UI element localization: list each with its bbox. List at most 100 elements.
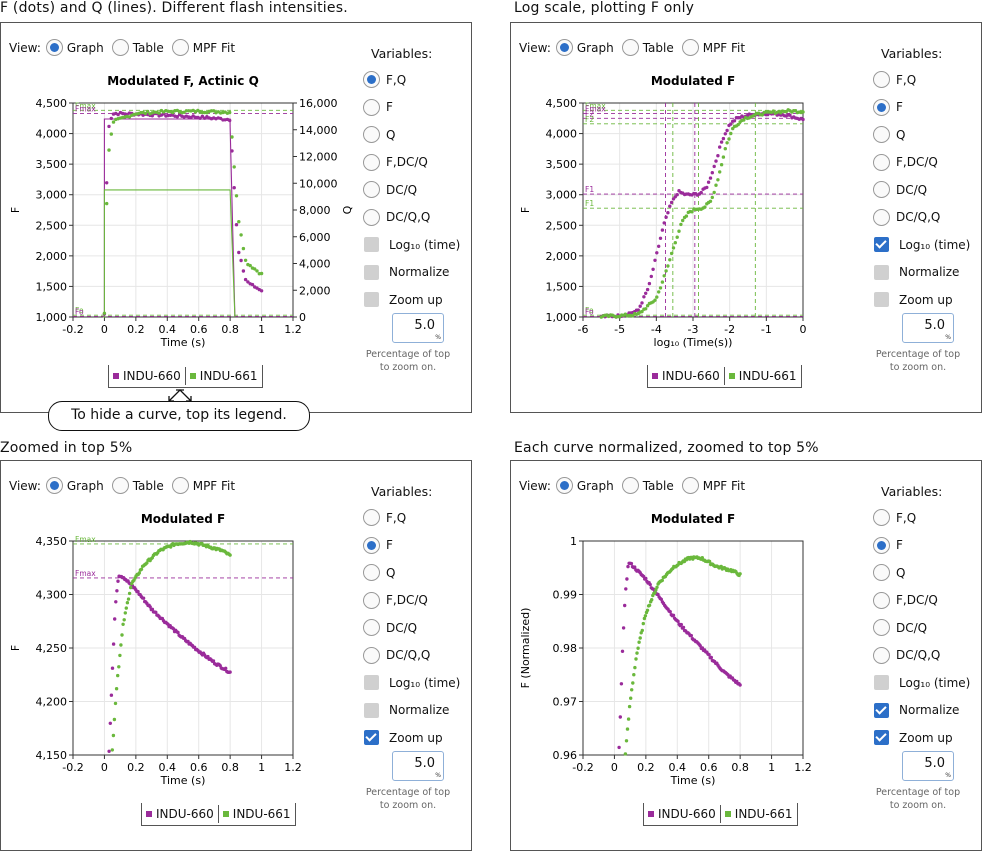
radio-icon[interactable] — [621, 477, 639, 494]
radio-icon[interactable] — [363, 564, 380, 582]
zoom-checkbox-row[interactable]: Zoom up — [873, 724, 970, 752]
legend-item-indu-660[interactable]: INDU-660 — [648, 369, 724, 383]
radio-icon[interactable] — [681, 39, 699, 56]
radio-icon[interactable] — [873, 208, 890, 226]
radio-icon[interactable] — [681, 477, 699, 494]
variable-option-q[interactable]: Q — [363, 121, 460, 149]
normalize-checkbox-row[interactable]: Normalize — [873, 259, 970, 287]
variable-option-q[interactable]: Q — [873, 559, 970, 587]
variable-option-f-q[interactable]: F,Q — [363, 504, 460, 532]
radio-icon[interactable] — [111, 477, 129, 494]
radio-icon[interactable] — [363, 181, 380, 199]
normalize-checkbox[interactable] — [874, 702, 889, 718]
zoom-checkbox-row[interactable]: Zoom up — [363, 724, 460, 752]
view-option-table[interactable]: Table — [111, 39, 164, 56]
radio-icon[interactable] — [363, 536, 380, 554]
view-option-graph[interactable]: Graph — [45, 477, 104, 494]
legend-item-indu-660[interactable]: INDU-660 — [109, 369, 185, 383]
variable-option-q[interactable]: Q — [363, 559, 460, 587]
view-option-table[interactable]: Table — [111, 477, 164, 494]
view-option-graph[interactable]: Graph — [555, 477, 614, 494]
radio-icon[interactable] — [363, 98, 380, 116]
log-checkbox[interactable] — [874, 675, 889, 691]
zoom-checkbox-row[interactable]: Zoom up — [873, 286, 970, 314]
radio-icon[interactable] — [363, 153, 380, 171]
radio-icon[interactable] — [363, 208, 380, 226]
legend-item-indu-660[interactable]: INDU-660 — [644, 807, 720, 821]
radio-icon[interactable] — [45, 39, 63, 56]
normalize-checkbox[interactable] — [364, 702, 379, 718]
view-option-table[interactable]: Table — [621, 477, 674, 494]
variable-option-f-dc-q[interactable]: F,DC/Q — [873, 587, 970, 615]
legend-item-indu-661[interactable]: INDU-661 — [725, 369, 801, 383]
view-option-graph[interactable]: Graph — [45, 39, 104, 56]
log-checkbox[interactable] — [874, 237, 889, 253]
variable-option-f-q[interactable]: F,Q — [363, 66, 460, 94]
radio-icon[interactable] — [873, 126, 890, 144]
variable-option-f[interactable]: F — [873, 94, 970, 122]
variable-option-q[interactable]: Q — [873, 121, 970, 149]
radio-icon[interactable] — [171, 39, 189, 56]
radio-icon[interactable] — [363, 509, 380, 527]
legend-item-indu-661[interactable]: INDU-661 — [186, 369, 262, 383]
variable-option-f[interactable]: F — [363, 532, 460, 560]
legend-item-indu-660[interactable]: INDU-660 — [142, 807, 218, 821]
radio-icon[interactable] — [363, 591, 380, 609]
variable-option-f-dc-q[interactable]: F,DC/Q — [363, 587, 460, 615]
variable-option-dc-q[interactable]: DC/Q — [363, 176, 460, 204]
radio-icon[interactable] — [171, 477, 189, 494]
radio-icon[interactable] — [555, 477, 573, 494]
view-option-mpf-fit[interactable]: MPF Fit — [681, 477, 745, 494]
log-checkbox-row[interactable]: Log₁₀ (time) — [363, 231, 460, 259]
zoom-checkbox[interactable] — [364, 730, 379, 746]
view-option-mpf-fit[interactable]: MPF Fit — [171, 39, 235, 56]
radio-icon[interactable] — [873, 619, 890, 637]
variable-option-f-dc-q[interactable]: F,DC/Q — [363, 149, 460, 177]
normalize-checkbox-row[interactable]: Normalize — [873, 697, 970, 725]
normalize-checkbox[interactable] — [364, 264, 379, 280]
log-checkbox-row[interactable]: Log₁₀ (time) — [363, 669, 460, 697]
normalize-checkbox-row[interactable]: Normalize — [363, 259, 460, 287]
radio-icon[interactable] — [363, 646, 380, 664]
normalize-checkbox-row[interactable]: Normalize — [363, 697, 460, 725]
variable-option-f-dc-q[interactable]: F,DC/Q — [873, 149, 970, 177]
radio-icon[interactable] — [873, 98, 890, 116]
radio-icon[interactable] — [45, 477, 63, 494]
radio-icon[interactable] — [363, 126, 380, 144]
zoom-percentage-input[interactable]: 5.0% — [902, 313, 954, 343]
variable-option-dc-q[interactable]: DC/Q — [873, 614, 970, 642]
zoom-checkbox-row[interactable]: Zoom up — [363, 286, 460, 314]
log-checkbox[interactable] — [364, 675, 379, 691]
variable-option-dc-q-q[interactable]: DC/Q,Q — [363, 642, 460, 670]
zoom-checkbox[interactable] — [364, 292, 379, 308]
variable-option-f-q[interactable]: F,Q — [873, 66, 970, 94]
radio-icon[interactable] — [873, 646, 890, 664]
view-option-mpf-fit[interactable]: MPF Fit — [171, 477, 235, 494]
variable-option-dc-q-q[interactable]: DC/Q,Q — [873, 204, 970, 232]
radio-icon[interactable] — [873, 181, 890, 199]
radio-icon[interactable] — [873, 536, 890, 554]
log-checkbox-row[interactable]: Log₁₀ (time) — [873, 231, 970, 259]
radio-icon[interactable] — [873, 71, 890, 89]
variable-option-f[interactable]: F — [363, 94, 460, 122]
view-option-mpf-fit[interactable]: MPF Fit — [681, 39, 745, 56]
radio-icon[interactable] — [621, 39, 639, 56]
variable-option-f[interactable]: F — [873, 532, 970, 560]
radio-icon[interactable] — [873, 509, 890, 527]
radio-icon[interactable] — [873, 564, 890, 582]
variable-option-dc-q[interactable]: DC/Q — [363, 614, 460, 642]
zoom-percentage-input[interactable]: 5.0% — [902, 751, 954, 781]
normalize-checkbox[interactable] — [874, 264, 889, 280]
view-option-table[interactable]: Table — [621, 39, 674, 56]
log-checkbox-row[interactable]: Log₁₀ (time) — [873, 669, 970, 697]
zoom-checkbox[interactable] — [874, 730, 889, 746]
zoom-checkbox[interactable] — [874, 292, 889, 308]
variable-option-dc-q-q[interactable]: DC/Q,Q — [363, 204, 460, 232]
radio-icon[interactable] — [555, 39, 573, 56]
radio-icon[interactable] — [111, 39, 129, 56]
radio-icon[interactable] — [363, 71, 380, 89]
variable-option-f-q[interactable]: F,Q — [873, 504, 970, 532]
radio-icon[interactable] — [873, 153, 890, 171]
radio-icon[interactable] — [873, 591, 890, 609]
log-checkbox[interactable] — [364, 237, 379, 253]
